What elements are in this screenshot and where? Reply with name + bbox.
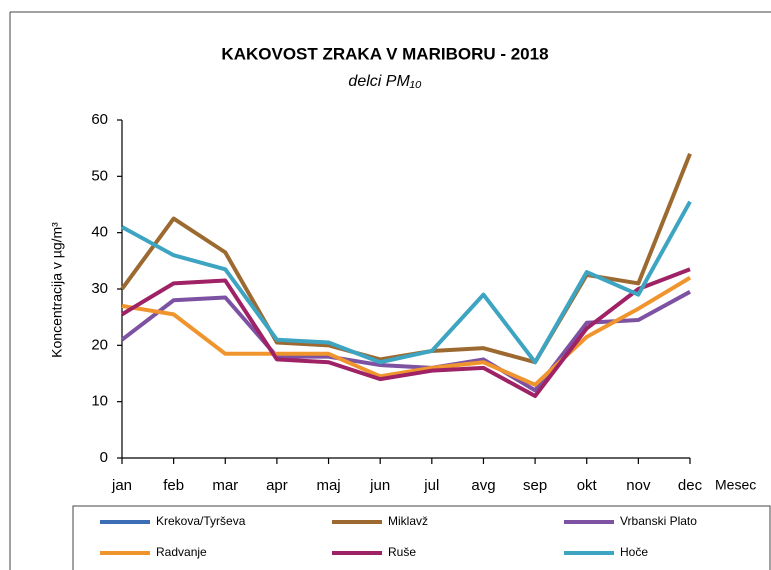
legend-box — [72, 505, 771, 570]
legend-label: Radvanje — [156, 545, 207, 559]
legend-label: Krekova/Tyrševa — [156, 514, 246, 528]
x-tick-label: sep — [523, 477, 547, 494]
chart-title: KAKOVOST ZRAKA V MARIBORU - 2018 — [221, 44, 548, 63]
x-tick-label: maj — [316, 477, 340, 494]
x-axis-label: Mesec — [715, 477, 756, 493]
y-axis-label: Koncentracija v µg/m³ — [49, 222, 65, 358]
series-line — [120, 267, 691, 399]
x-tick-label: avg — [471, 477, 495, 494]
y-tick-label: 40 — [91, 224, 108, 241]
legend-label: Ruše — [388, 545, 416, 559]
series-line — [121, 200, 692, 365]
series-line — [121, 276, 692, 387]
legend-label: Hoče — [620, 545, 648, 559]
y-tick-label: 30 — [91, 280, 108, 297]
y-tick-label: 20 — [91, 336, 108, 353]
x-tick-label: nov — [626, 477, 651, 494]
x-tick-label: okt — [577, 477, 598, 494]
x-tick-label: mar — [212, 477, 238, 494]
series-line — [120, 153, 692, 365]
chart-subtitle: delci PM₁₀ — [348, 73, 421, 90]
legend-label: Vrbanski Plato — [620, 514, 697, 528]
y-tick-label: 10 — [91, 393, 108, 410]
x-tick-label: jan — [111, 477, 132, 494]
x-tick-label: jul — [423, 477, 439, 494]
y-tick-label: 60 — [91, 111, 108, 128]
y-tick-label: 0 — [100, 449, 108, 466]
legend-label: Miklavž — [388, 514, 428, 528]
x-tick-label: apr — [266, 477, 288, 494]
x-tick-label: jun — [369, 477, 390, 494]
x-tick-label: dec — [678, 477, 703, 494]
x-tick-label: feb — [163, 477, 184, 494]
y-tick-label: 50 — [91, 167, 108, 184]
